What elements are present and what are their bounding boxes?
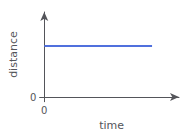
svg-text:0: 0 <box>41 105 47 116</box>
svg-text:0: 0 <box>30 92 36 103</box>
svg-text:distance: distance <box>7 31 20 78</box>
svg-text:time: time <box>99 119 124 132</box>
